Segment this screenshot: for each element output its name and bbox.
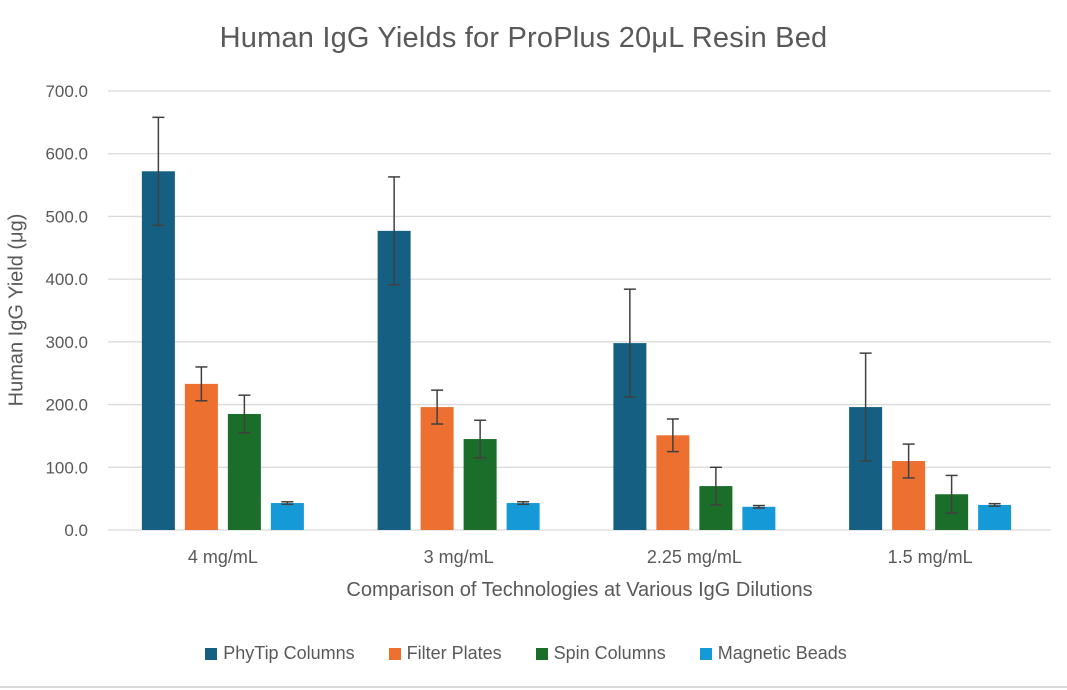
legend-swatch-icon (699, 647, 712, 660)
bar[interactable] (978, 504, 1012, 530)
legend-item-filter-plates[interactable]: Filter Plates (388, 643, 502, 664)
x-axis-title: Comparison of Technologies at Various Ig… (346, 579, 813, 601)
bar[interactable] (742, 506, 776, 530)
error-bars (152, 116, 1001, 514)
bars (141, 171, 1012, 531)
legend-label: Magnetic Beads (717, 643, 847, 663)
chart-title: Human IgG Yields for ProPlus 20μL Resin … (219, 22, 828, 54)
y-tick-label: 100.0 (45, 458, 88, 477)
legend-label: Spin Columns (553, 643, 666, 663)
legend-swatch-icon (388, 647, 401, 660)
gridlines (108, 90, 1051, 531)
y-tick-label: 300.0 (45, 333, 88, 352)
bar[interactable] (141, 171, 175, 530)
x-axis-categories: 4 mg/mL 3 mg/mL 2.25 mg/mL 1.5 mg/mL (188, 547, 973, 567)
legend-swatch-icon (535, 647, 548, 660)
legend-item-phytip-columns[interactable]: PhyTip Columns (205, 643, 355, 664)
x-category-label: 2.25 mg/mL (647, 547, 742, 567)
x-category-label: 4 mg/mL (188, 547, 258, 567)
legend-label: Filter Plates (406, 643, 502, 663)
y-axis-title: Human IgG Yield (μg) (5, 213, 28, 407)
y-tick-label: 400.0 (45, 270, 88, 289)
y-tick-label: 700.0 (45, 82, 88, 101)
bar[interactable] (184, 383, 218, 530)
y-axis-ticks: 0.0 100.0 200.0 300.0 400.0 500.0 600.0 700.0 (45, 82, 88, 540)
legend-label: PhyTip Columns (223, 643, 355, 663)
legend-swatch-icon (205, 647, 218, 660)
y-tick-label: 600.0 (45, 145, 88, 164)
bar[interactable] (270, 503, 304, 530)
legend: PhyTip Columns Filter Plates Spin Column… (0, 643, 1067, 664)
legend-item-spin-columns[interactable]: Spin Columns (535, 643, 666, 664)
bar[interactable] (506, 503, 540, 530)
y-tick-label: 200.0 (45, 396, 88, 415)
x-category-label: 3 mg/mL (424, 547, 494, 567)
bar[interactable] (420, 407, 454, 530)
y-tick-label: 0.0 (64, 521, 88, 540)
y-tick-label: 500.0 (45, 207, 88, 226)
legend-item-magnetic-beads[interactable]: Magnetic Beads (699, 643, 847, 664)
x-category-label: 1.5 mg/mL (888, 547, 973, 567)
